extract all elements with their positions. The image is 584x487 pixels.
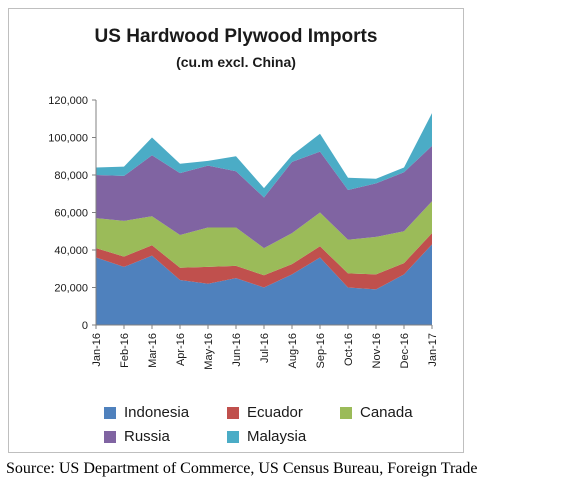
legend-swatch: [340, 406, 352, 419]
area-malaysia: [96, 113, 432, 198]
legend-item-indonesia: Indonesia: [104, 404, 189, 421]
legend-label: Malaysia: [247, 428, 307, 445]
legend-swatch: [104, 430, 116, 443]
area-canada: [96, 201, 432, 276]
x-tick-label: Mar-16: [147, 333, 159, 368]
chart-subtitle: (cu.m excl. China): [176, 54, 296, 70]
x-tick-label: Feb-16: [119, 333, 131, 368]
legend-label: Canada: [360, 404, 413, 421]
x-tick-label: Oct-16: [343, 333, 355, 366]
y-tick-label: 0: [82, 320, 88, 332]
legend-label: Russia: [124, 428, 170, 445]
legend-item-malaysia: Malaysia: [227, 428, 306, 445]
legend-swatch: [227, 406, 239, 419]
x-tick-label: Jan-17: [427, 333, 439, 367]
legend-item-canada: Canada: [340, 404, 413, 421]
y-tick-label: 80,000: [54, 170, 88, 182]
legend-item-russia: Russia: [104, 428, 170, 445]
area-ecuador: [96, 233, 432, 290]
x-tick-label: May-16: [203, 333, 215, 370]
x-tick-label: Sep-16: [315, 333, 327, 368]
area-russia: [96, 145, 432, 249]
legend-swatch: [227, 430, 239, 443]
x-tick-label: Nov-16: [371, 333, 383, 368]
x-tick-label: Dec-16: [399, 333, 411, 368]
y-tick-label: 20,000: [54, 283, 88, 295]
legend-item-ecuador: Ecuador: [227, 404, 303, 421]
x-tick-label: Apr-16: [175, 333, 187, 366]
legend-label: Indonesia: [124, 404, 190, 421]
legend-label: Ecuador: [247, 404, 303, 421]
source-caption: Source: US Department of Commerce, US Ce…: [6, 460, 478, 477]
chart-title: US Hardwood Plywood Imports: [94, 26, 378, 47]
y-tick-label: 60,000: [54, 208, 88, 220]
y-tick-label: 40,000: [54, 245, 88, 257]
x-tick-label: Jan-16: [91, 333, 103, 367]
y-tick-label: 100,000: [48, 133, 88, 145]
x-tick-label: Jul-16: [259, 333, 271, 363]
legend-swatch: [104, 406, 116, 419]
area-indonesia: [96, 244, 432, 325]
x-tick-label: Jun-16: [231, 333, 243, 367]
y-tick-label: 120,000: [48, 95, 88, 107]
x-tick-label: Aug-16: [287, 333, 299, 368]
